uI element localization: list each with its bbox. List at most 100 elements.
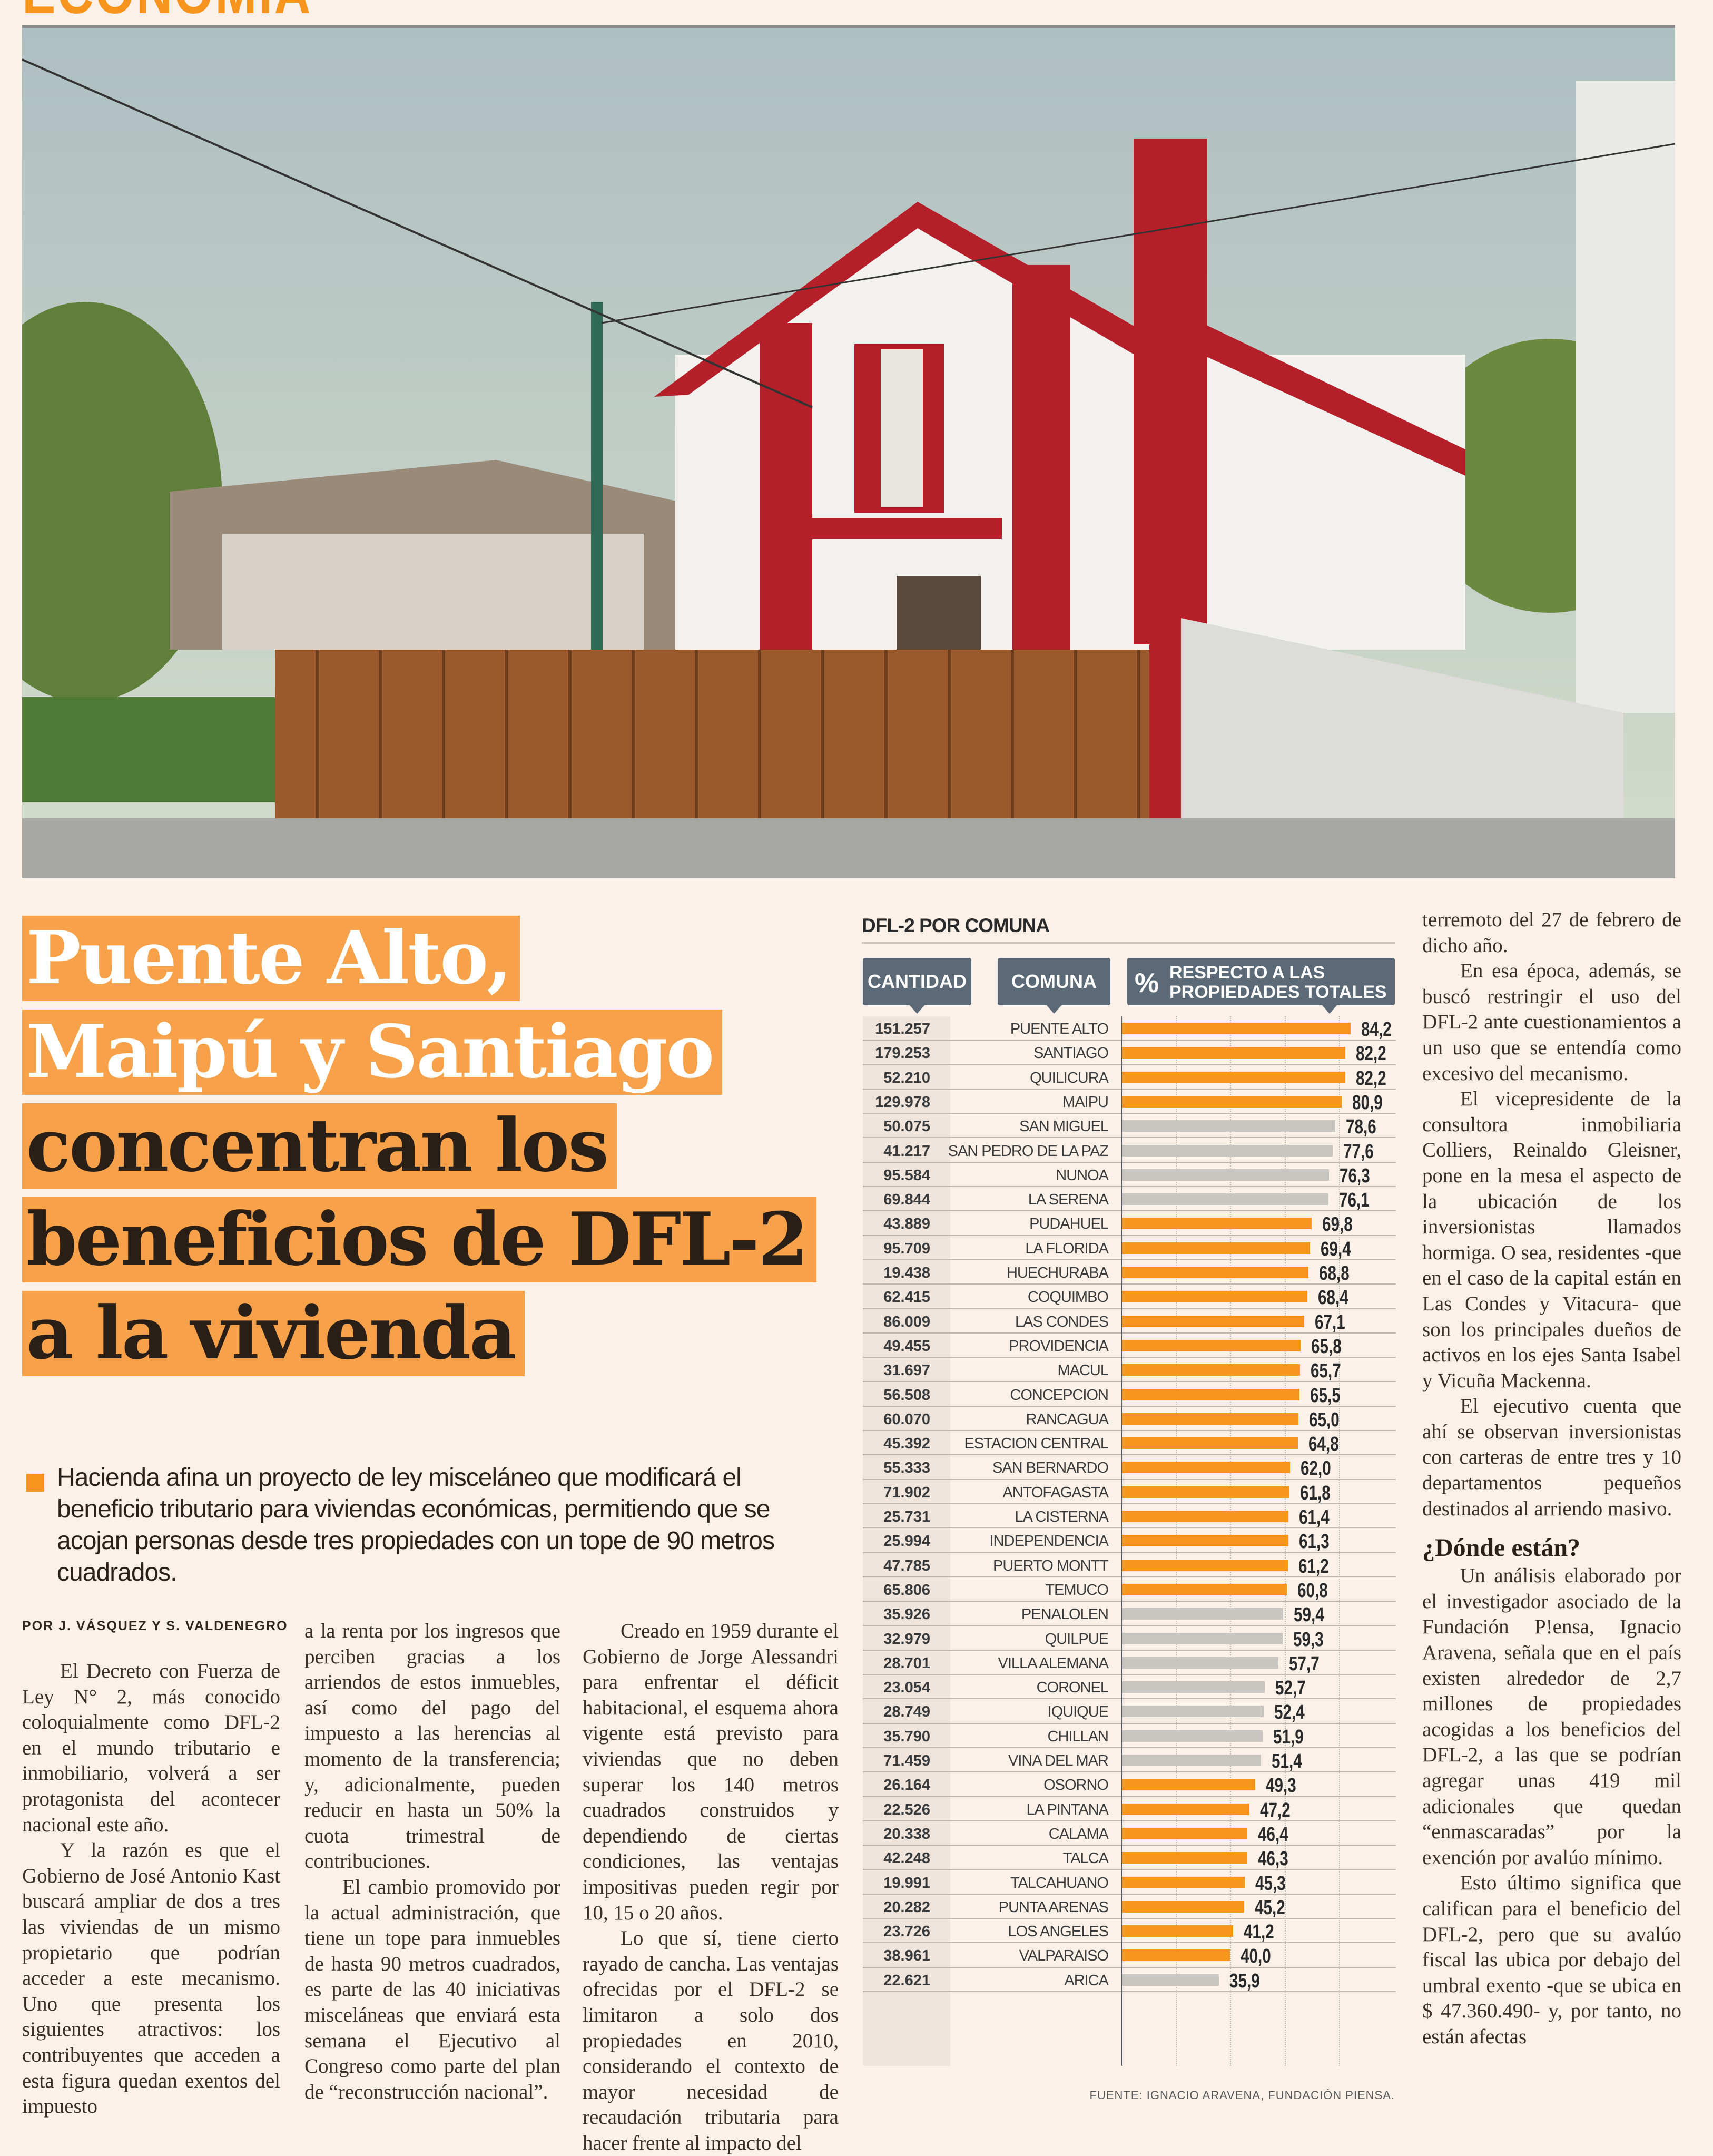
cantidad-cell: 60.070 [883, 1410, 930, 1428]
table-row: 69.844 LA SERENA 76,1 [863, 1187, 1396, 1212]
table-row: 55.333 SAN BERNARDO 62,0 [863, 1455, 1396, 1480]
gridline [1339, 1016, 1341, 2066]
comuna-cell: OSORNO [1043, 1777, 1109, 1794]
comuna-cell: CORONEL [1036, 1679, 1109, 1697]
cantidad-cell: 28.701 [883, 1654, 930, 1672]
comuna-cell: PROVIDENCIA [1009, 1337, 1109, 1355]
bar [1121, 1462, 1291, 1474]
divider [862, 942, 1395, 944]
comuna-cell: TALCA [1062, 1850, 1109, 1867]
body-column-4: terremoto del 27 de febrero de dicho año… [1422, 907, 1681, 2050]
bar-value-label: 59,4 [1293, 1604, 1324, 1626]
table-row: 43.889 PUDAHUEL 69,8 [863, 1211, 1396, 1236]
square-bullet-icon [26, 1474, 44, 1492]
table-row: 20.282 PUNTA ARENAS 45,2 [863, 1895, 1396, 1919]
bar-value-label: 47,2 [1260, 1799, 1291, 1821]
cantidad-cell: 86.009 [883, 1313, 930, 1330]
bar-value-label: 61,8 [1300, 1482, 1331, 1504]
comuna-cell: MACUL [1057, 1362, 1109, 1379]
table-row: 95.709 LA FLORIDA 69,4 [863, 1236, 1396, 1260]
comuna-cell: RANCAGUA [1026, 1410, 1109, 1428]
table-row: 95.584 NUNOA 76,3 [863, 1163, 1396, 1188]
cantidad-cell: 32.979 [883, 1630, 930, 1648]
bar [1121, 1218, 1312, 1230]
bar-value-label: 65,5 [1310, 1384, 1341, 1407]
pointer-icon [910, 1005, 924, 1014]
comuna-cell: LA CISTERNA [1015, 1508, 1109, 1525]
table-row: 62.415 COQUIMBO 68,4 [863, 1285, 1396, 1309]
paragraph: En esa época, además, se buscó restringi… [1422, 959, 1681, 1085]
article-photo [22, 25, 1675, 878]
table-row: 71.459 VINA DEL MAR 51,4 [863, 1748, 1396, 1773]
bar [1121, 1047, 1345, 1059]
bar-value-label: 68,8 [1319, 1262, 1350, 1285]
bar-value-label: 40,0 [1241, 1945, 1271, 1968]
bar [1121, 1023, 1351, 1034]
bar [1121, 1949, 1230, 1962]
table-row: 179.253 SANTIAGO 82,2 [863, 1041, 1396, 1065]
cantidad-cell: 47.785 [883, 1557, 930, 1574]
dek: Hacienda afina un proyecto de ley miscel… [22, 1462, 844, 1589]
table-row: 20.338 CALAMA 46,4 [863, 1821, 1396, 1846]
table-row: 32.979 QUILPUE 59,3 [863, 1626, 1396, 1651]
comuna-cell: CHILLAN [1047, 1728, 1109, 1745]
cantidad-cell: 19.438 [883, 1265, 930, 1281]
bar-value-label: 76,3 [1340, 1164, 1370, 1187]
cantidad-cell: 95.584 [883, 1167, 930, 1184]
table-row: 71.902 ANTOFAGASTA 61,8 [863, 1480, 1396, 1504]
table-row: 26.164 OSORNO 49,3 [863, 1772, 1396, 1797]
table-row: 25.994 INDEPENDENCIA 61,3 [863, 1528, 1396, 1553]
table-row: 45.392 ESTACION CENTRAL 64,8 [863, 1431, 1396, 1456]
table-row: 56.508 CONCEPCION 65,5 [863, 1383, 1396, 1407]
paragraph: El cambio promovido por la actual admini… [304, 1875, 560, 2103]
cantidad-cell: 50.075 [883, 1118, 930, 1135]
bar-value-label: 69,8 [1322, 1213, 1353, 1236]
table-row: 28.749 IQUIQUE 52,4 [863, 1699, 1396, 1724]
cantidad-cell: 41.217 [883, 1142, 930, 1160]
subheading: ¿Dónde están? [1422, 1534, 1581, 1562]
paragraph: El vicepresidente de la consultora inmob… [1422, 1087, 1681, 1392]
bar [1121, 1388, 1300, 1400]
bar-value-label: 61,3 [1298, 1531, 1330, 1553]
table-row: 65.806 TEMUCO 60,8 [863, 1577, 1396, 1602]
cantidad-cell: 179.253 [875, 1045, 930, 1062]
bar-axis [1121, 1016, 1122, 2066]
table-row: 22.621 ARICA 35,9 [863, 1968, 1396, 1992]
bar-value-label: 65,0 [1308, 1408, 1340, 1431]
bar [1121, 1706, 1264, 1718]
bar [1121, 1681, 1265, 1693]
headline: Puente Alto, Maipú y Santiago concentran… [22, 916, 844, 1385]
comuna-cell: PENALOLEN [1021, 1606, 1109, 1623]
cantidad-cell: 31.697 [883, 1362, 930, 1379]
cantidad-cell: 42.248 [883, 1850, 930, 1867]
table-row: 50.075 SAN MIGUEL 78,6 [863, 1114, 1396, 1139]
bar-value-label: 76,1 [1339, 1189, 1370, 1212]
cantidad-cell: 55.333 [883, 1459, 930, 1477]
paragraph: terremoto del 27 de febrero de dicho año… [1422, 908, 1681, 957]
bar [1121, 1095, 1342, 1108]
bar [1121, 1730, 1263, 1742]
body-column-3: Creado en 1959 durante el Gobierno de Jo… [583, 1619, 839, 2156]
bar [1121, 1193, 1329, 1206]
comuna-cell: SAN BERNARDO [992, 1459, 1109, 1477]
bar [1121, 1632, 1283, 1644]
cantidad-cell: 25.994 [883, 1533, 930, 1550]
bar-value-label: 52,4 [1274, 1701, 1305, 1724]
bar-value-label: 41,2 [1244, 1921, 1275, 1944]
cantidad-cell: 23.054 [883, 1679, 930, 1697]
cantidad-cell: 71.902 [883, 1484, 930, 1501]
cantidad-cell: 45.392 [883, 1435, 930, 1453]
comuna-cell: LOS ANGELES [1008, 1923, 1109, 1941]
table-row: 35.926 PENALOLEN 59,4 [863, 1602, 1396, 1626]
comuna-cell: ESTACION CENTRAL [964, 1435, 1109, 1453]
bar-value-label: 62,0 [1301, 1457, 1331, 1480]
comuna-cell: LA PINTANA [1026, 1801, 1109, 1818]
comuna-cell: LA SERENA [1028, 1191, 1109, 1209]
bar [1121, 1779, 1256, 1791]
header-label: RESPECTO A LAS PROPIEDADES TOTALES [1169, 963, 1386, 1002]
cantidad-cell: 23.726 [883, 1923, 930, 1941]
bar [1121, 1755, 1262, 1766]
bar-value-label: 52,7 [1275, 1677, 1306, 1700]
bar [1121, 1900, 1245, 1913]
bar-value-label: 78,6 [1346, 1116, 1376, 1139]
